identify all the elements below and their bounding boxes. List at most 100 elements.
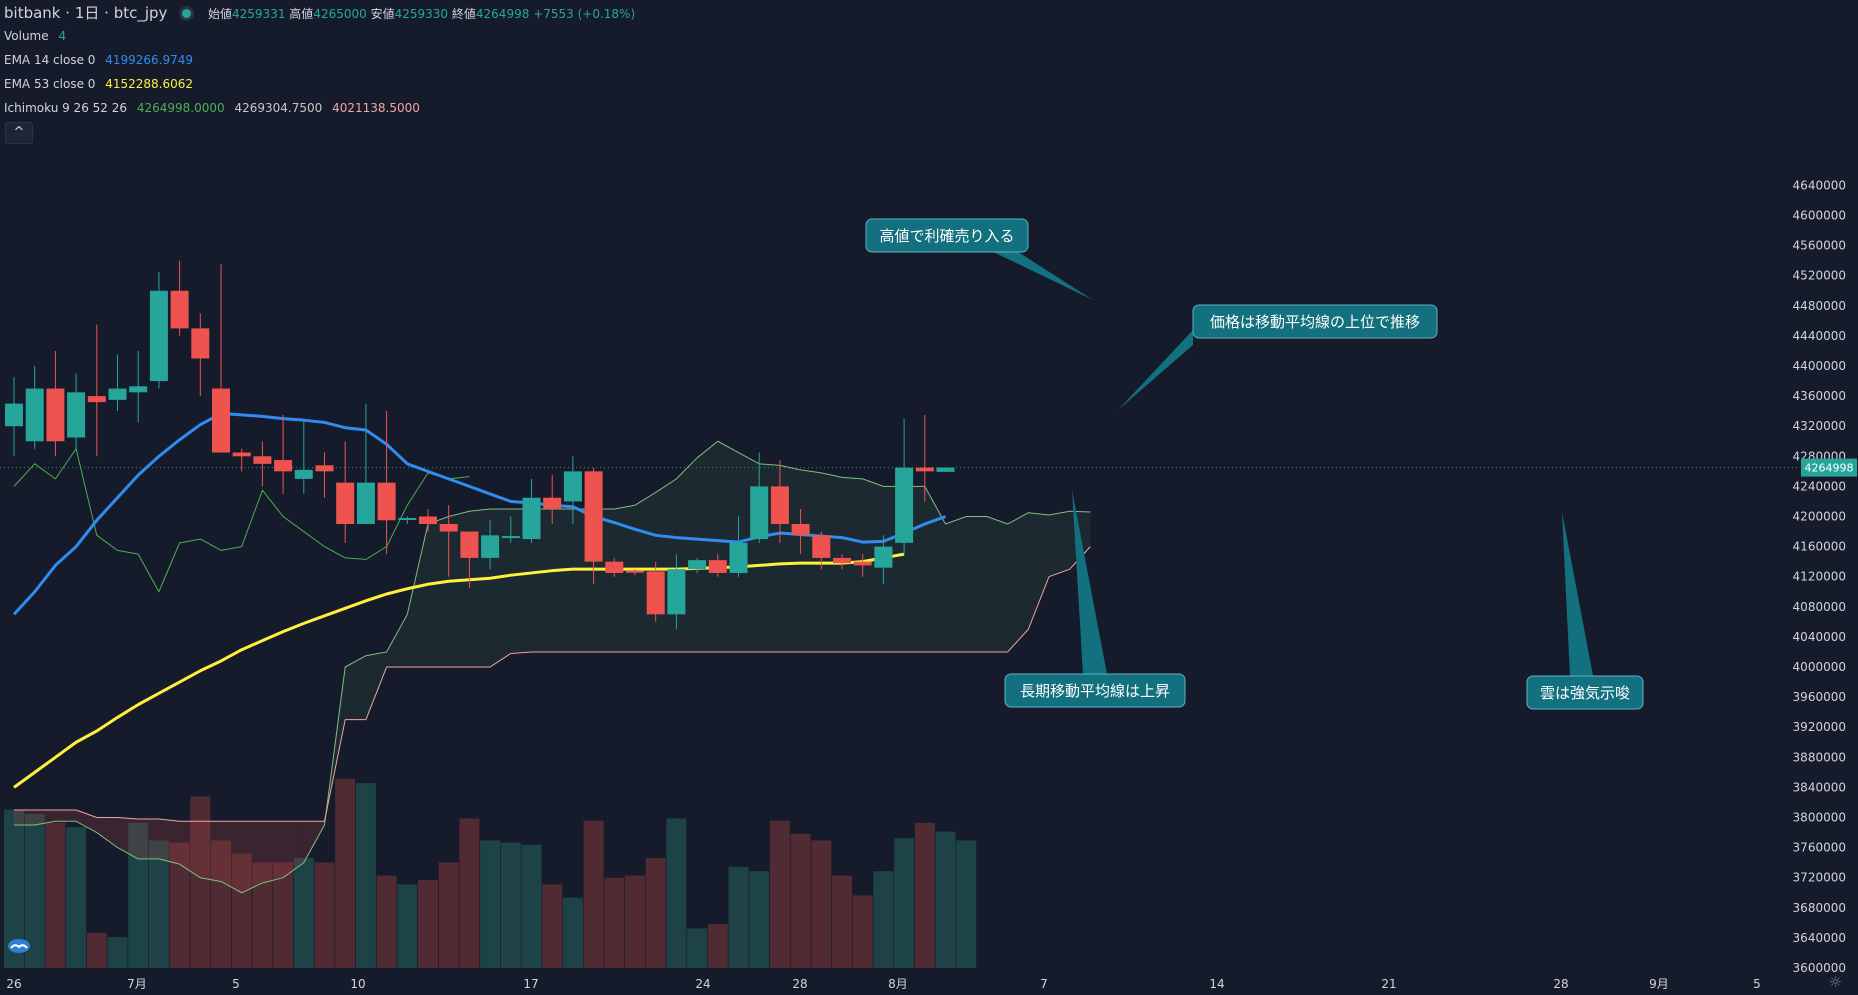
annotation-box [1004,673,1186,708]
candle-body [377,482,396,521]
cloud-segment [138,819,159,859]
volume-bar [376,875,397,968]
volume-bar [769,820,790,968]
open-label: 始値 [208,7,233,21]
annotation-callout[interactable]: 高値で利確売り入る [865,218,1093,300]
candle-body [191,328,210,359]
ichimoku-legend[interactable]: Ichimoku 9 26 52 26 4264998.0000 4269304… [4,101,420,115]
exchange-name: bitbank [4,4,61,22]
time-tick-label: 28 [1553,977,1568,991]
cloud-logo-icon[interactable] [6,935,32,955]
low-label: 安値 [370,7,395,21]
cloud-segment [842,477,863,652]
candle-body [460,531,479,558]
market-status-icon [182,9,192,18]
annotation-box [1192,304,1438,339]
candle-body [853,561,872,566]
gear-icon[interactable]: ☼ [1828,973,1842,991]
volume-bar [252,862,273,968]
ichimoku-label: Ichimoku 9 26 52 26 [4,101,127,115]
annotation-callout[interactable]: 雲は強気示唆 [1526,512,1644,710]
interval-label[interactable]: 1日 [74,4,100,22]
time-tick-label: 21 [1381,977,1396,991]
ema53-legend[interactable]: EMA 53 close 0 4152288.6062 [4,77,193,91]
annotation-pointer [1118,330,1193,410]
volume-bar [459,818,480,968]
candle-body [605,561,624,573]
candle-body [688,560,707,570]
volume-bar [935,831,956,968]
volume-bar [790,833,811,968]
volume-bar [24,814,45,968]
price-tick-label: 4120000 [1793,570,1846,584]
cloud-segment [510,508,532,654]
annotation-text: 価格は移動平均線の上位で推移 [1210,313,1420,331]
candle-body [232,452,251,457]
price-tick-label: 4200000 [1793,510,1846,524]
candle-body [336,482,355,525]
cloud-segment [552,508,573,652]
candle-body [522,497,541,540]
cloud-segment [14,809,35,826]
price-tick-label: 4400000 [1793,359,1846,373]
candle-body [274,460,293,472]
price-tick-label: 3880000 [1793,750,1846,764]
high-label: 高値 [289,7,314,21]
time-tick-label: 28 [792,977,807,991]
candle-body [750,486,769,540]
volume-bar [314,862,335,968]
candle-body [67,392,86,438]
volume-bar [500,842,521,968]
price-tick-label: 4520000 [1793,269,1846,283]
cloud-segment [428,516,449,667]
candle-body [563,471,582,502]
volume-bar [894,838,915,968]
volume-bar [397,884,418,968]
cloud-segment [862,478,884,652]
volume-series [4,778,977,968]
ema14-legend[interactable]: EMA 14 close 0 4199266.9749 [4,53,193,67]
cloud-segment [1007,512,1029,652]
cloud-segment [283,821,304,878]
candle-body [212,388,230,453]
candle-body [874,546,893,568]
low-value: 4259330 [394,7,449,21]
time-tick-label: 7 [1040,977,1048,991]
time-tick-label: 8月 [888,977,908,991]
price-tick-label: 4040000 [1793,630,1846,644]
candle-body [481,535,500,558]
volume-bar [583,820,604,968]
open-value: 4259331 [232,7,286,21]
volume-legend[interactable]: Volume 4 [4,29,66,43]
candle-body [812,535,831,558]
candle-body [708,560,727,573]
cloud-segment [676,457,698,652]
cloud-segment [407,524,428,667]
cloud-segment [614,505,635,652]
candle-body [936,467,955,472]
price-tick-label: 4600000 [1793,209,1846,223]
time-tick-label: 5 [232,977,240,991]
price-tick-label: 4240000 [1793,479,1846,493]
annotation-callout[interactable]: 長期移動平均線は上昇 [1004,490,1186,708]
annotation-callout[interactable]: 価格は移動平均線の上位で推移 [1118,304,1438,410]
candle-body [25,388,44,442]
chevron-up-icon[interactable]: ^ [5,122,33,144]
candle-body [253,456,272,464]
annotation-pointer [1072,490,1107,674]
ichimoku-span-b-line [14,546,1091,822]
cloud-segment [966,516,987,652]
volume-bar [852,895,873,968]
time-tick-label: 9月 [1649,977,1669,991]
candle-body [87,396,106,403]
volume-bar [625,875,645,968]
candle-body [646,571,665,615]
cloud-segment [96,817,118,848]
cloud-segment [697,441,718,652]
price-tick-label: 3960000 [1793,690,1846,704]
cloud-segment [55,809,77,822]
volume-bar [604,877,625,968]
price-tick-label: 3680000 [1793,901,1846,915]
